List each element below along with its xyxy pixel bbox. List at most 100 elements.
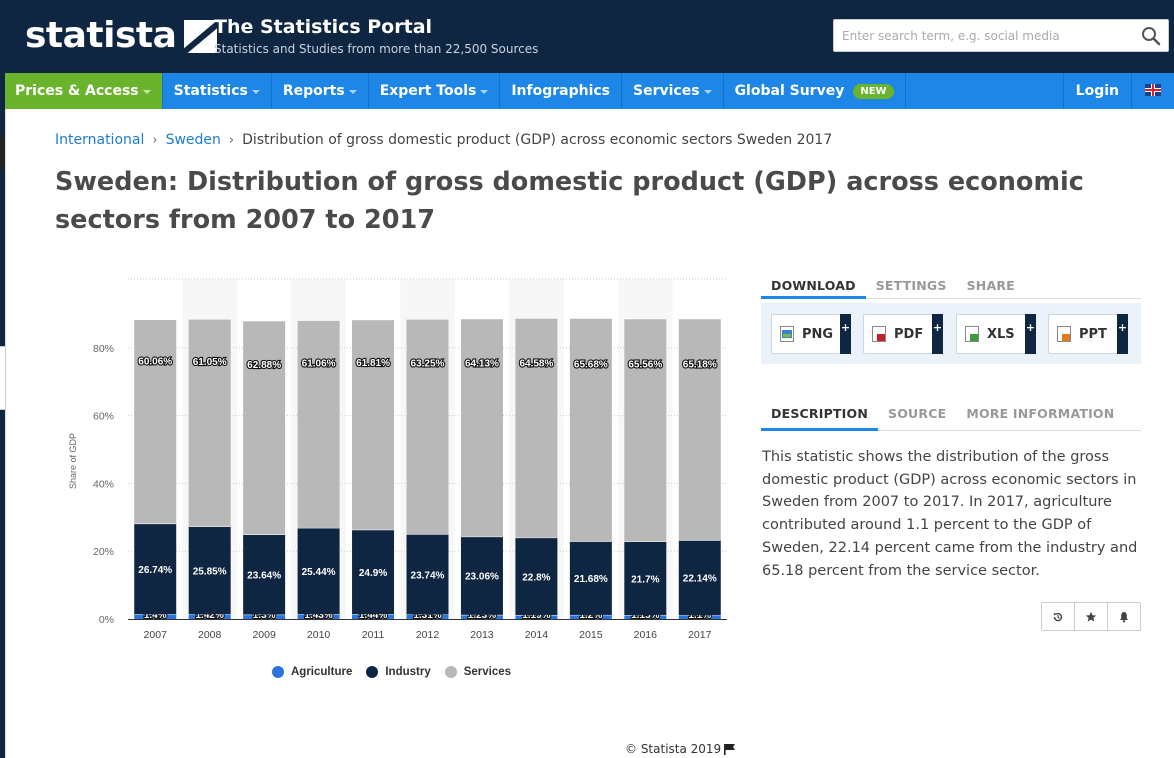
chevron-down-icon [703, 90, 712, 94]
history-icon [1053, 612, 1063, 621]
legend-item-agriculture[interactable]: Agriculture [272, 666, 352, 678]
copyright[interactable]: © Statista 2019 [625, 742, 737, 756]
bar-segment-industry [243, 534, 286, 615]
nav-label: Expert Tools [379, 83, 477, 99]
bar-segment-agriculture [352, 614, 395, 619]
data-label: 21.68% [574, 574, 608, 585]
main-nav: Prices & Access Statistics Reports Exper… [5, 73, 1174, 109]
bar-segment-industry [515, 537, 558, 615]
y-tick-label: 60% [93, 411, 114, 423]
y-tick-label: 20% [93, 546, 114, 558]
nav-statistics[interactable]: Statistics [163, 73, 272, 109]
nav-reports[interactable]: Reports [272, 73, 369, 109]
star-icon [1085, 611, 1097, 622]
download-png-button[interactable]: PNG [771, 314, 841, 354]
tab-more-information[interactable]: MORE INFORMATION [966, 406, 1115, 421]
download-label: PDF [894, 326, 924, 342]
x-tick-label: 2009 [252, 629, 276, 641]
legend-item-industry[interactable]: Industry [366, 666, 431, 678]
history-button[interactable] [1042, 603, 1075, 630]
data-label: 64.58% [519, 359, 553, 370]
ppt-plus-button[interactable]: + [1117, 314, 1128, 354]
statista-logo[interactable]: statista [25, 14, 218, 58]
search-input[interactable] [834, 20, 1134, 51]
legend-label: Industry [385, 666, 431, 678]
download-label: PPT [1079, 326, 1107, 342]
tab-share[interactable]: SHARE [966, 278, 1015, 293]
legend-item-services[interactable]: Services [444, 666, 511, 678]
bar-segment-agriculture [243, 614, 286, 619]
x-tick-label: 2012 [416, 629, 440, 641]
y-tick-label: 40% [93, 478, 114, 490]
logo-text: statista [25, 15, 177, 56]
tab-source[interactable]: SOURCE [888, 406, 947, 421]
breadcrumb-separator: › [228, 132, 235, 148]
bar-segment-agriculture [515, 614, 558, 619]
download-tabs: DOWNLOAD SETTINGS SHARE [761, 270, 1141, 299]
bar-segment-agriculture [569, 614, 612, 619]
data-label: 25.44% [302, 567, 336, 578]
bar-segment-industry [134, 523, 177, 615]
bar-segment-industry [624, 541, 667, 616]
bar-segment-agriculture [406, 614, 449, 619]
download-pdf-button[interactable]: PDF [863, 314, 933, 354]
bell-icon [1119, 611, 1129, 622]
tab-settings[interactable]: SETTINGS [875, 278, 947, 293]
tab-description[interactable]: DESCRIPTION [761, 397, 878, 431]
download-xls-button[interactable]: XLS [956, 314, 1026, 354]
download-ppt-button[interactable]: PPT [1048, 314, 1118, 354]
nav-prices-access[interactable]: Prices & Access [5, 73, 163, 109]
download-label: PNG [802, 326, 834, 342]
data-label: 22.14% [683, 574, 717, 585]
notification-button[interactable] [1108, 603, 1140, 630]
data-label: 23.64% [247, 571, 281, 582]
data-label: 63.25% [411, 359, 445, 370]
chevron-down-icon [251, 90, 260, 94]
left-side-tab[interactable] [0, 346, 6, 410]
portal-title: The Statistics Portal [214, 16, 433, 38]
breadcrumb-separator: › [152, 132, 158, 148]
bar-segment-agriculture [188, 614, 231, 619]
bar-segment-services [569, 318, 612, 542]
copyright-text: © Statista 2019 [625, 742, 722, 756]
breadcrumb-international[interactable]: International [55, 132, 145, 148]
nav-infographics[interactable]: Infographics [500, 73, 623, 109]
data-label: 62.88% [247, 360, 281, 371]
data-label: 61.81% [356, 358, 390, 369]
login-button[interactable]: Login [1062, 73, 1132, 109]
bar-segment-industry [406, 534, 449, 615]
page-title: Sweden: Distribution of gross domestic p… [55, 167, 1084, 235]
pdf-plus-button[interactable]: + [932, 314, 943, 354]
bar-segment-industry [352, 529, 395, 615]
png-plus-button[interactable]: + [840, 314, 851, 354]
x-tick-label: 2008 [198, 629, 222, 641]
xls-plus-button[interactable]: + [1025, 314, 1036, 354]
nav-expert-tools[interactable]: Expert Tools [369, 73, 501, 109]
data-label: 65.18% [683, 359, 717, 370]
bar-segment-services [406, 319, 449, 535]
left-marker [0, 137, 5, 169]
info-tabs: DESCRIPTION SOURCE MORE INFORMATION [761, 397, 1141, 431]
bar-segment-services [678, 319, 721, 541]
chevron-down-icon [480, 90, 489, 94]
legend-dot [272, 666, 284, 678]
statistic-description: This statistic shows the distribution of… [762, 449, 1138, 579]
breadcrumb-sweden[interactable]: Sweden [165, 132, 221, 148]
bar-segment-services [134, 320, 177, 524]
data-label: 24.9% [359, 568, 387, 579]
bar-segment-services [352, 320, 395, 530]
bar-segment-services [297, 320, 340, 528]
uk-flag-icon[interactable] [1145, 84, 1161, 96]
chevron-down-icon [348, 90, 357, 94]
x-tick-label: 2011 [362, 629, 385, 641]
nav-global-survey[interactable]: Global Survey NEW [724, 73, 906, 109]
tab-download[interactable]: DOWNLOAD [761, 270, 866, 299]
nav-services[interactable]: Services [622, 73, 724, 109]
search-icon[interactable] [1141, 26, 1161, 46]
download-label: XLS [987, 326, 1015, 342]
download-area: PNG + PDF + XLS + PPT + [761, 303, 1141, 364]
favorite-button[interactable] [1075, 603, 1108, 630]
flag-icon[interactable] [723, 743, 737, 755]
x-tick-label: 2015 [579, 629, 603, 641]
